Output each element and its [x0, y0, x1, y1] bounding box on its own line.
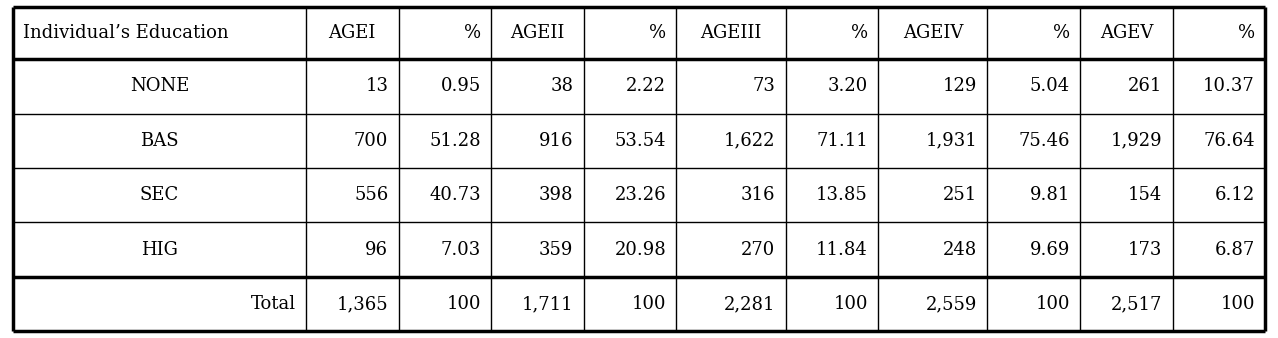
Text: AGEI: AGEI — [328, 24, 376, 42]
Text: 20.98: 20.98 — [615, 241, 666, 259]
Text: 51.28: 51.28 — [429, 132, 481, 150]
Text: %: % — [649, 24, 666, 42]
Text: AGEV: AGEV — [1099, 24, 1153, 42]
Text: 71.11: 71.11 — [817, 132, 868, 150]
Text: 7.03: 7.03 — [441, 241, 481, 259]
Text: 100: 100 — [631, 295, 666, 313]
Text: 700: 700 — [354, 132, 389, 150]
Text: 173: 173 — [1128, 241, 1163, 259]
Text: 1,929: 1,929 — [1111, 132, 1163, 150]
Text: 6.12: 6.12 — [1215, 186, 1255, 204]
Text: 129: 129 — [943, 77, 978, 95]
Text: Total: Total — [250, 295, 295, 313]
Text: 96: 96 — [366, 241, 389, 259]
Text: NONE: NONE — [129, 77, 189, 95]
Text: 13: 13 — [366, 77, 389, 95]
Text: 1,622: 1,622 — [723, 132, 776, 150]
Text: 11.84: 11.84 — [817, 241, 868, 259]
Text: 1,931: 1,931 — [925, 132, 978, 150]
Text: 53.54: 53.54 — [615, 132, 666, 150]
Text: 270: 270 — [741, 241, 776, 259]
Text: AGEIII: AGEIII — [700, 24, 762, 42]
Text: BAS: BAS — [141, 132, 179, 150]
Text: 1,711: 1,711 — [521, 295, 574, 313]
Text: 13.85: 13.85 — [817, 186, 868, 204]
Text: %: % — [1053, 24, 1070, 42]
Text: 38: 38 — [551, 77, 574, 95]
Text: 2,281: 2,281 — [723, 295, 776, 313]
Text: 75.46: 75.46 — [1019, 132, 1070, 150]
Text: SEC: SEC — [139, 186, 179, 204]
Text: 398: 398 — [539, 186, 574, 204]
Text: 100: 100 — [1220, 295, 1255, 313]
Text: 10.37: 10.37 — [1204, 77, 1255, 95]
Text: 154: 154 — [1128, 186, 1163, 204]
Text: AGEII: AGEII — [510, 24, 565, 42]
Text: 556: 556 — [354, 186, 389, 204]
Text: 251: 251 — [943, 186, 978, 204]
Text: 73: 73 — [753, 77, 776, 95]
Text: %: % — [1238, 24, 1255, 42]
Text: 916: 916 — [539, 132, 574, 150]
Text: 3.20: 3.20 — [828, 77, 868, 95]
Text: 9.69: 9.69 — [1030, 241, 1070, 259]
Text: 1,365: 1,365 — [336, 295, 389, 313]
Text: 359: 359 — [539, 241, 574, 259]
Text: %: % — [464, 24, 481, 42]
Text: 100: 100 — [1035, 295, 1070, 313]
Text: 2,517: 2,517 — [1111, 295, 1163, 313]
Text: 76.64: 76.64 — [1204, 132, 1255, 150]
Text: %: % — [851, 24, 868, 42]
Text: 2.22: 2.22 — [626, 77, 666, 95]
Text: Individual’s Education: Individual’s Education — [23, 24, 229, 42]
Text: 0.95: 0.95 — [441, 77, 481, 95]
Text: 5.04: 5.04 — [1030, 77, 1070, 95]
Text: 261: 261 — [1128, 77, 1163, 95]
Text: 100: 100 — [446, 295, 481, 313]
Text: 40.73: 40.73 — [429, 186, 481, 204]
Text: 6.87: 6.87 — [1215, 241, 1255, 259]
Text: 100: 100 — [833, 295, 868, 313]
Text: 2,559: 2,559 — [925, 295, 978, 313]
Text: 9.81: 9.81 — [1030, 186, 1070, 204]
Text: 23.26: 23.26 — [615, 186, 666, 204]
Text: 316: 316 — [741, 186, 776, 204]
Text: AGEIV: AGEIV — [902, 24, 964, 42]
Text: HIG: HIG — [141, 241, 178, 259]
Text: 248: 248 — [943, 241, 978, 259]
